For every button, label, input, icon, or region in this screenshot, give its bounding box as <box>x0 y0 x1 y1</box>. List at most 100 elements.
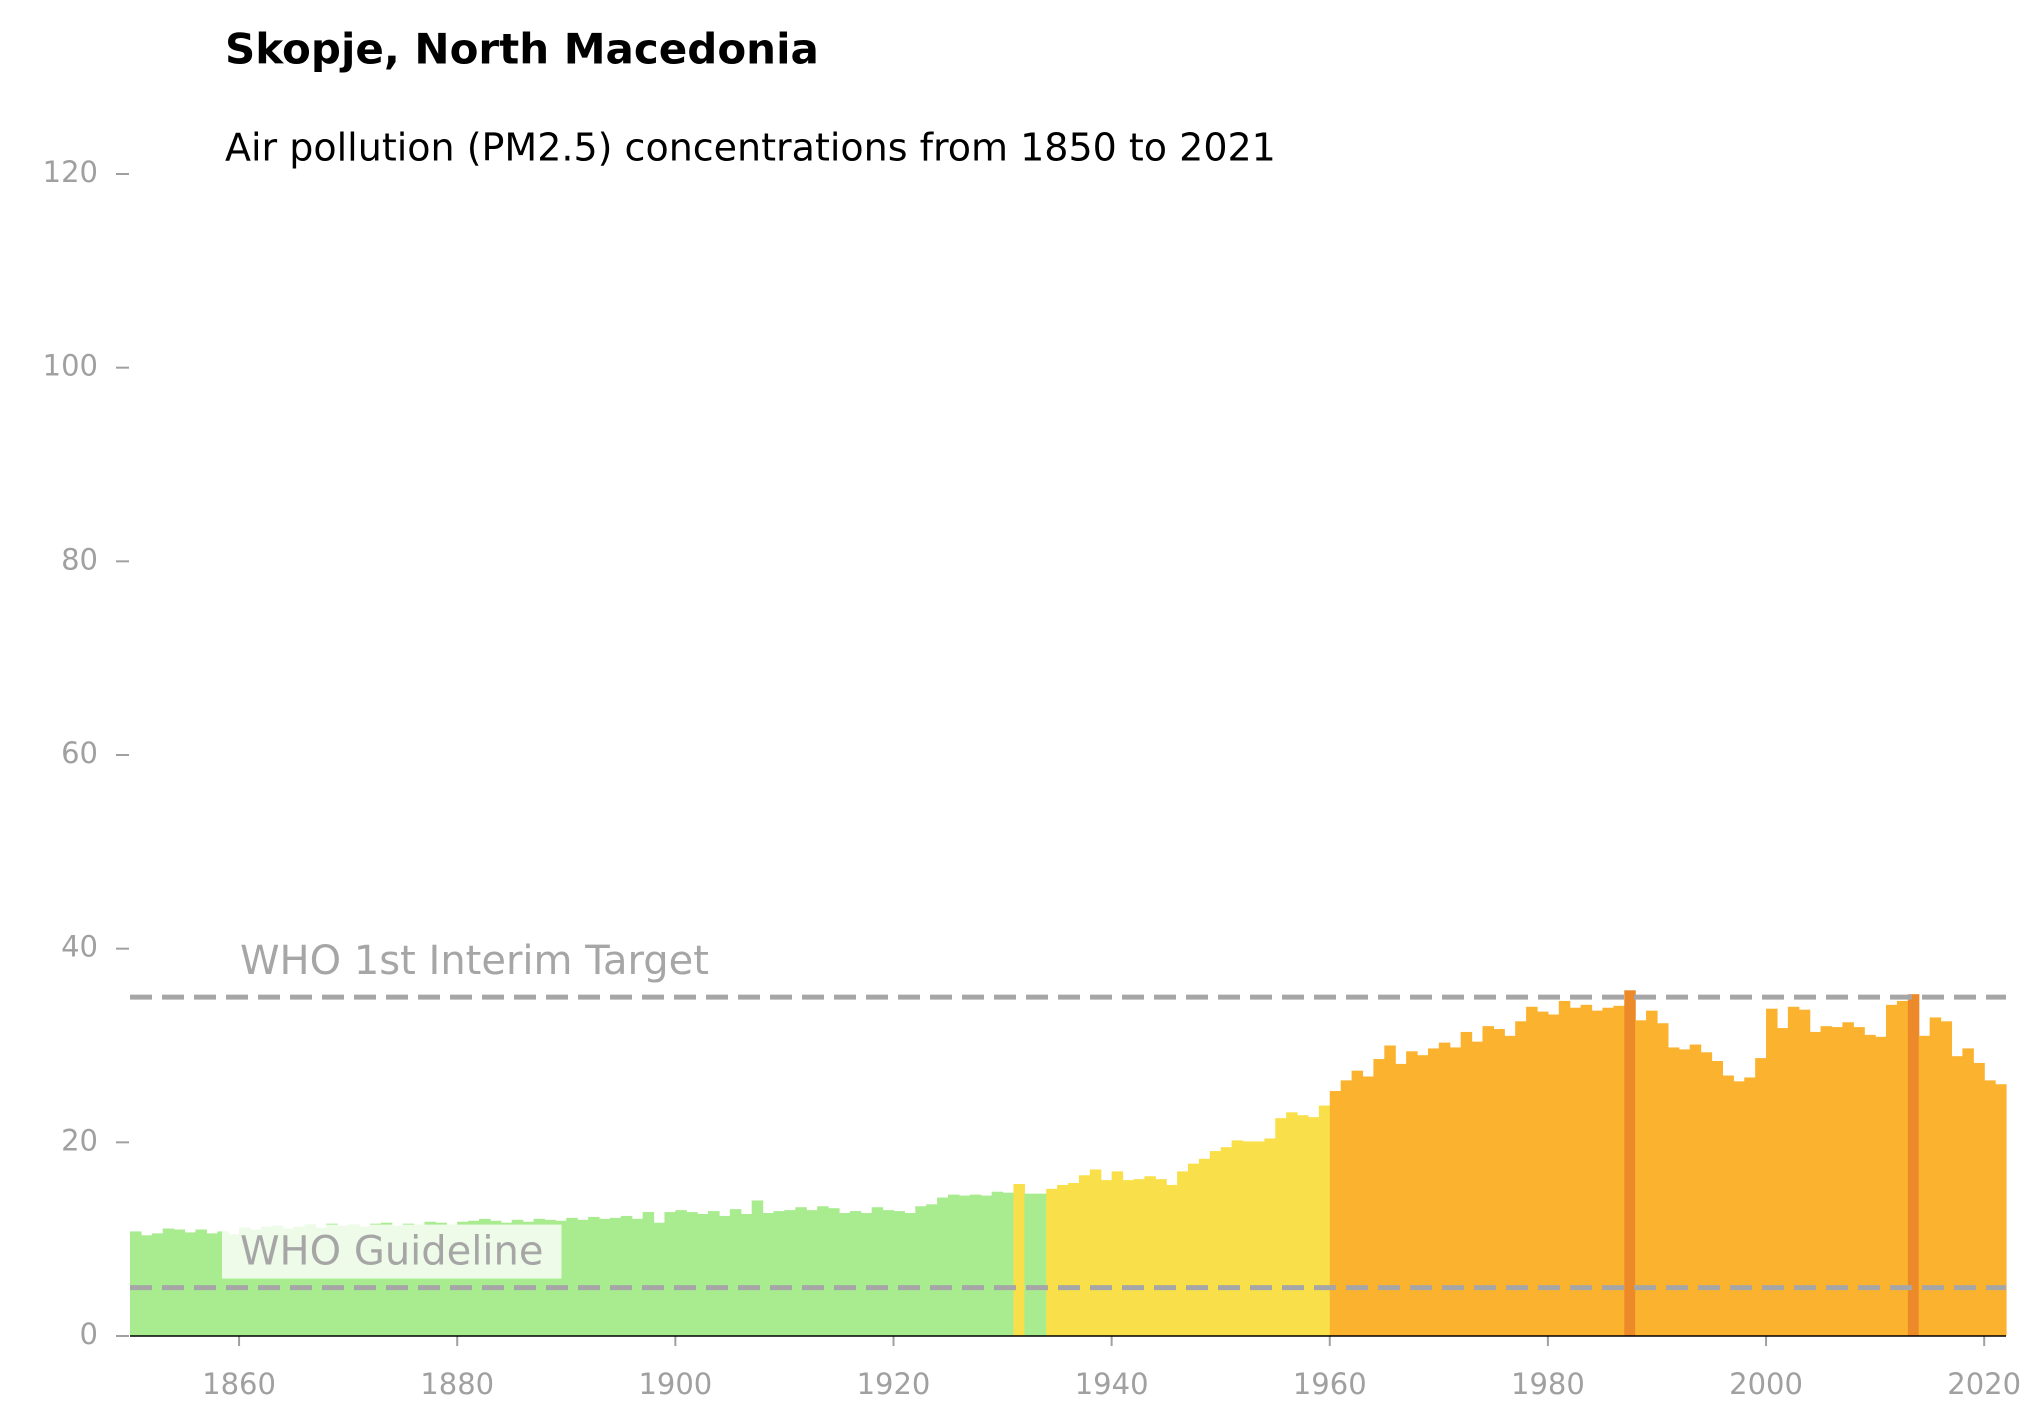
bar <box>969 1194 982 1336</box>
bar <box>1035 1193 1047 1336</box>
x-tick-label: 2020 <box>1947 1367 2021 1401</box>
y-tick-label: 80 <box>61 542 98 576</box>
bar <box>1482 1026 1494 1336</box>
bar <box>1231 1140 1244 1336</box>
bar <box>446 1224 458 1336</box>
bar <box>1264 1138 1276 1336</box>
bar <box>751 1200 764 1336</box>
bar <box>1351 1070 1364 1336</box>
x-tick-label: 1860 <box>202 1367 276 1401</box>
bar <box>402 1223 415 1336</box>
bar <box>1831 1027 1843 1336</box>
bar <box>1537 1011 1549 1336</box>
bar <box>1907 994 1920 1336</box>
bar <box>1853 1027 1865 1336</box>
bar <box>1275 1118 1287 1336</box>
bar <box>599 1218 611 1336</box>
bar <box>1755 1058 1767 1336</box>
bar <box>1177 1171 1189 1336</box>
bar <box>1689 1044 1702 1336</box>
bar <box>1187 1163 1200 1336</box>
bar <box>359 1226 371 1336</box>
bar <box>1624 990 1636 1336</box>
bar <box>1002 1192 1015 1336</box>
bar <box>1700 1052 1713 1336</box>
bar <box>1089 1169 1102 1336</box>
bar <box>948 1194 960 1336</box>
bar <box>893 1211 905 1336</box>
bar <box>1820 1026 1833 1336</box>
bar <box>1100 1180 1113 1336</box>
bar <box>1656 1023 1669 1336</box>
bar <box>391 1225 404 1336</box>
bar <box>566 1217 578 1336</box>
bar <box>1602 1007 1614 1336</box>
x-tick-label: 1980 <box>1511 1367 1585 1401</box>
x-tick-label: 1920 <box>857 1367 931 1401</box>
bar <box>1078 1175 1091 1336</box>
bar <box>937 1197 949 1336</box>
bar <box>926 1204 938 1336</box>
bar <box>1722 1075 1734 1336</box>
bar <box>151 1233 164 1336</box>
bar <box>1591 1010 1604 1336</box>
bar <box>1395 1063 1407 1336</box>
bar <box>1242 1141 1255 1336</box>
bar <box>260 1226 273 1336</box>
x-tick-label: 1880 <box>420 1367 494 1401</box>
bar <box>1438 1042 1451 1336</box>
bar <box>1886 1004 1898 1336</box>
bar <box>1307 1117 1320 1336</box>
bar <box>184 1232 197 1336</box>
bar <box>304 1224 317 1336</box>
bar <box>871 1207 884 1336</box>
bar <box>1417 1055 1429 1336</box>
bar <box>1787 1006 1800 1336</box>
bar <box>1526 1006 1538 1336</box>
bar <box>1569 1007 1582 1336</box>
bar <box>882 1210 895 1336</box>
bar <box>784 1210 796 1336</box>
bar <box>773 1211 786 1336</box>
bar <box>315 1227 327 1336</box>
bar <box>1995 1084 2007 1336</box>
bar <box>642 1212 655 1336</box>
bar <box>293 1226 306 1336</box>
bar <box>1122 1180 1135 1336</box>
bar <box>675 1210 687 1336</box>
bar <box>1842 1022 1854 1336</box>
bar <box>1984 1080 1996 1336</box>
bar <box>1449 1047 1462 1336</box>
bar <box>1711 1060 1724 1336</box>
chart-title: Skopje, North Macedonia <box>225 25 819 74</box>
bar <box>1460 1031 1473 1336</box>
bar <box>980 1195 993 1336</box>
bar <box>620 1215 633 1336</box>
bar <box>1286 1112 1298 1336</box>
bar <box>631 1218 644 1336</box>
bar <box>740 1213 753 1336</box>
bar <box>708 1211 720 1336</box>
bar <box>1024 1193 1036 1336</box>
reference-label-box <box>222 1224 562 1279</box>
chart-subtitle: Air pollution (PM2.5) concentrations fro… <box>225 126 1276 170</box>
bar <box>838 1213 851 1336</box>
bar <box>1406 1051 1418 1336</box>
bar <box>1471 1041 1484 1336</box>
bar <box>435 1222 447 1336</box>
bar <box>991 1191 1004 1336</box>
bar <box>1253 1141 1265 1336</box>
bar <box>1427 1048 1440 1336</box>
bar <box>130 1231 142 1336</box>
bar <box>173 1229 186 1336</box>
bar <box>1929 1017 1942 1336</box>
bar <box>1875 1036 1887 1336</box>
bar <box>1318 1105 1331 1336</box>
bar <box>424 1221 436 1336</box>
bar <box>1547 1014 1560 1336</box>
bar <box>1111 1171 1124 1336</box>
x-tick-label: 1900 <box>638 1367 712 1401</box>
bar <box>413 1224 426 1336</box>
y-tick-label: 40 <box>61 930 98 964</box>
bar <box>697 1213 709 1336</box>
